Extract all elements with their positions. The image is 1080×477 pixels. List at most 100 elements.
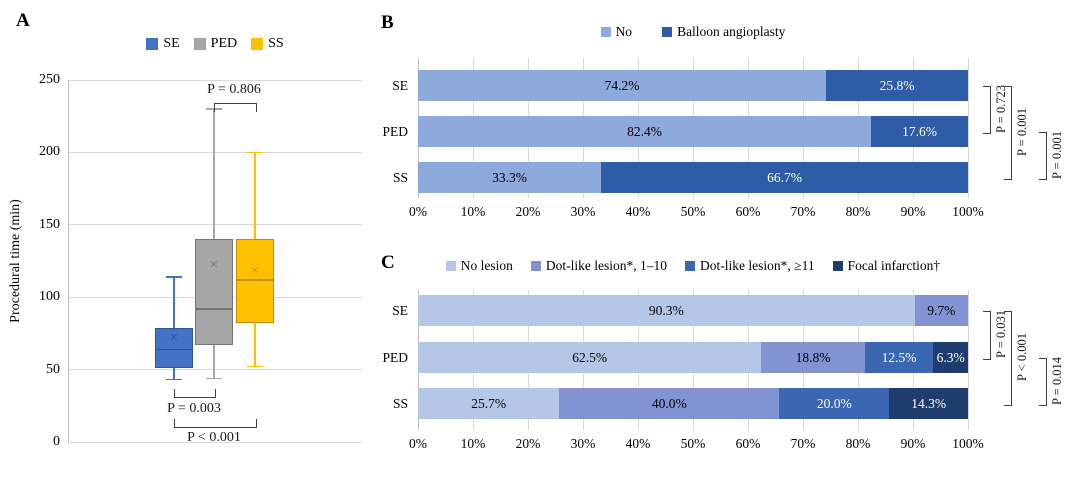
legend-swatch-icon xyxy=(832,261,843,271)
panel-b-label: B xyxy=(381,12,394,33)
segment-value-label: 62.5% xyxy=(572,349,608,365)
panel-a-label: A xyxy=(16,10,30,31)
bar-segment: 20.0% xyxy=(779,388,890,419)
legend-item: SS xyxy=(251,36,284,52)
x-axis-tick-label: 30% xyxy=(570,204,596,219)
legend-swatch-icon xyxy=(251,38,264,50)
x-axis-tick-label: 100% xyxy=(952,204,984,219)
y-axis-tick-label: 50 xyxy=(46,361,60,377)
box xyxy=(195,239,233,345)
bar-segment: 14.3% xyxy=(889,388,968,419)
pvalue-label: P < 0.001 xyxy=(187,430,241,445)
pvalue-bracket xyxy=(1004,310,1012,406)
whisker-line xyxy=(213,344,215,379)
whisker-line xyxy=(254,323,256,367)
pvalue-bracket xyxy=(983,85,991,134)
pvalue-bracket xyxy=(983,310,991,360)
mean-marker: × xyxy=(250,263,260,280)
median-line xyxy=(195,307,233,310)
whisker-line xyxy=(254,152,256,240)
legend-item: Dot-like lesion*, 1–10 xyxy=(530,258,668,274)
x-axis-tick-label: 80% xyxy=(845,436,871,451)
pvalue-label: P = 0.806 xyxy=(207,82,261,97)
legend-label: Dot-like lesion*, 1–10 xyxy=(545,258,668,273)
stacked-bar-legend: No Balloon angioplasty xyxy=(418,24,968,40)
legend-item: Dot-like lesion*, ≥11 xyxy=(685,258,815,274)
stacked-bar-panel-b: No Balloon angioplasty SE 74.2% 25.8% PED 82.4… xyxy=(382,24,1064,219)
segment-value-label: 14.3% xyxy=(911,395,947,411)
x-axis-tick-label: 10% xyxy=(460,436,486,451)
category-label: SS xyxy=(392,170,408,185)
legend-item: Focal infarction† xyxy=(832,258,941,274)
pvalue-label: P < 0.001 xyxy=(1015,333,1029,381)
x-axis-tick-label: 0% xyxy=(409,436,427,451)
segment-value-label: 33.3% xyxy=(492,169,527,185)
segment-value-label: 20.0% xyxy=(816,395,852,411)
pvalue-bracket xyxy=(174,419,257,428)
legend-label: PED xyxy=(210,36,238,51)
x-axis-tick-label: 0% xyxy=(409,204,427,219)
legend-swatch-icon xyxy=(193,38,206,50)
mean-marker: × xyxy=(169,329,179,346)
box xyxy=(155,327,193,369)
stacked-bar-legend: No lesion Dot-like lesion*, 1–10 Dot-like … xyxy=(418,258,968,274)
legend-swatch-icon xyxy=(662,27,673,37)
segment-value-label: 25.8% xyxy=(879,77,915,93)
x-axis-tick-label: 50% xyxy=(680,436,706,451)
legend-label: Balloon angioplasty xyxy=(677,24,786,39)
legend-item: PED xyxy=(193,36,238,52)
x-axis-tick-label: 20% xyxy=(515,436,541,451)
segment-value-label: 90.3% xyxy=(648,302,684,318)
x-axis-tick-label: 60% xyxy=(735,436,761,451)
pvalue-label: P = 0.014 xyxy=(1050,356,1064,405)
legend-item: Balloon angioplasty xyxy=(662,24,785,40)
whisker-line xyxy=(173,276,175,328)
whisker-cap xyxy=(247,151,263,154)
pvalue-bracket xyxy=(214,103,257,112)
pvalue-bracket xyxy=(1004,85,1012,180)
legend-item: No xyxy=(600,24,632,40)
bar-segment: 62.5% xyxy=(418,342,762,373)
x-axis-tick-label: 50% xyxy=(680,204,706,219)
bar-segment: 12.5% xyxy=(864,342,934,373)
whisker-cap xyxy=(166,378,182,381)
legend-label: Dot-like lesion*, ≥11 xyxy=(700,258,815,273)
x-axis-tick-label: 40% xyxy=(625,436,651,451)
legend-swatch-icon xyxy=(146,38,159,50)
bar-segment: 9.7% xyxy=(914,295,968,326)
segment-value-label: 9.7% xyxy=(927,302,956,318)
legend-swatch-icon xyxy=(600,27,611,37)
category-label: SE xyxy=(392,303,408,318)
legend-item: No lesion xyxy=(445,258,513,274)
mean-marker: × xyxy=(209,257,219,274)
boxplot-panel: 0 50 100 150 200 250 SE PED SS × × × P = 0.806 P = 0.… xyxy=(0,0,420,477)
x-axis-tick-label: 40% xyxy=(625,204,651,219)
bar-segment: 25.7% xyxy=(418,388,560,419)
x-axis-tick-label: 90% xyxy=(900,204,926,219)
y-axis-tick-label: 100 xyxy=(39,289,60,305)
legend-swatch-icon xyxy=(685,261,696,271)
y-axis-line xyxy=(68,80,69,442)
bar-segment: 40.0% xyxy=(559,388,780,419)
y-axis-tick-label: 0 xyxy=(53,434,60,449)
segment-value-label: 17.6% xyxy=(902,123,938,139)
whisker-cap xyxy=(206,377,222,380)
bar-segment: 25.8% xyxy=(826,70,968,101)
bar-segment: 6.3% xyxy=(933,342,968,373)
boxplot-legend: SE PED SS xyxy=(68,36,362,52)
y-axis-tick-label: 250 xyxy=(39,72,60,87)
gridline xyxy=(68,151,362,153)
median-line xyxy=(155,348,193,351)
whisker-line xyxy=(173,368,175,380)
x-axis-tick-label: 20% xyxy=(515,204,541,219)
panel-c-label: C xyxy=(381,252,395,273)
category-label: PED xyxy=(382,124,408,139)
gridline xyxy=(967,58,969,198)
legend-label: Focal infarction† xyxy=(847,258,941,273)
gridline xyxy=(967,290,969,430)
pvalue-label: P = 0.003 xyxy=(167,401,221,416)
legend-label: SE xyxy=(163,36,180,51)
y-axis-tick-label: 150 xyxy=(39,216,60,232)
